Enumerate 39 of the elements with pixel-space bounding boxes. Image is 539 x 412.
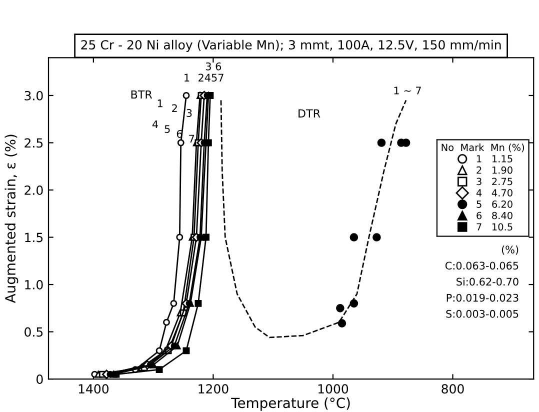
annotation: 5: [164, 125, 170, 134]
x-tick-label: 800: [442, 384, 464, 394]
annotation: C:0.063-0.065: [445, 262, 518, 270]
legend-label: 2 1.90: [476, 166, 512, 174]
legend-label: 4 4.70: [476, 189, 512, 196]
annotation: 3: [186, 109, 192, 117]
y-tick-label: 0.5: [24, 327, 43, 337]
legend-label: 5 6.20: [476, 200, 512, 208]
annotation: (%): [502, 245, 518, 255]
annotation: P:0.019-0.023: [446, 294, 518, 302]
legend-label: 7 10.5: [476, 223, 512, 231]
y-tick-label: 1.0: [25, 280, 43, 290]
annotation: Si:0.62-0.70: [456, 278, 518, 286]
annotation: 2457: [198, 74, 224, 82]
y-tick-label: 0: [36, 374, 43, 384]
legend-label: 1 1.15: [477, 155, 512, 162]
chart-title: 25 Cr - 20 Ni alloy (Variable Mn); 3 mmt, 100A, 12.5V, 150 mm/min: [81, 40, 501, 52]
annotation: 2: [172, 104, 177, 112]
annotation: 1: [184, 74, 190, 82]
annotation: 3 6: [206, 62, 222, 70]
annotation: 4: [152, 120, 158, 128]
legend-label: 3 2.75: [476, 178, 512, 186]
x-tick-label: 1200: [198, 384, 228, 394]
y-tick-label: 2.5: [24, 138, 43, 148]
annotation: 1: [158, 100, 162, 108]
y-axis-title: Augmented strain, ε (%): [4, 134, 18, 304]
x-tick-label: 1000: [318, 384, 348, 394]
annotation: DTR: [298, 109, 320, 118]
legend-label: 6 8.40: [476, 212, 512, 220]
legend-title: No Mark Mn (%): [442, 144, 524, 152]
y-tick-label: 3.0: [24, 90, 43, 100]
annotation: 7: [189, 134, 194, 142]
annotation: S:0.003-0.005: [446, 310, 518, 318]
annotation: BTR: [131, 90, 152, 99]
x-tick-label: 1400: [78, 384, 108, 394]
y-tick-label: 1.5: [25, 232, 43, 242]
annotation: 1 ~ 7: [394, 86, 421, 94]
y-tick-label: 2.0: [24, 185, 43, 195]
x-axis-title: Temperature (°C): [231, 397, 350, 411]
